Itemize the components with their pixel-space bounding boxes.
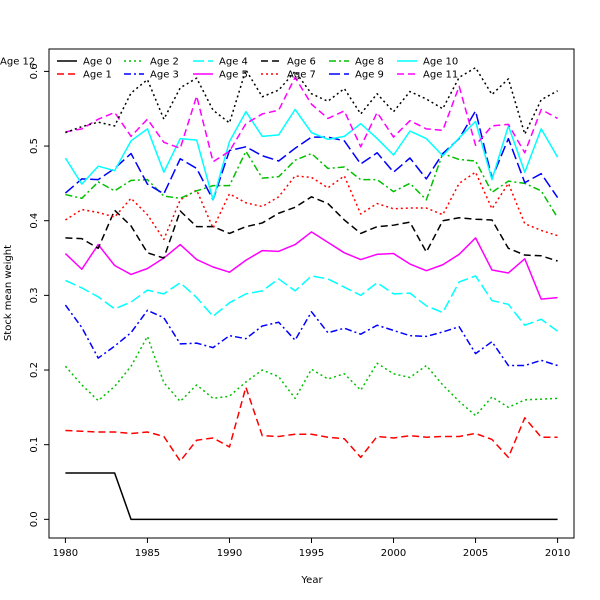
y-tick-label: 0.1 <box>29 437 40 453</box>
y-tick-label: 0.4 <box>29 213 40 229</box>
legend-item: Age 6 <box>261 57 316 68</box>
y-tick-label: 0.6 <box>29 63 40 79</box>
series-line-age-12 <box>65 66 558 135</box>
legend-item: Age 1 <box>57 70 112 81</box>
series-line-age-6 <box>65 196 558 262</box>
x-axis: 1980 1985 1990 1995 2000 2005 2010 <box>53 538 570 559</box>
legend: Age 0 Age 1 Age 2 Age 3 Age 4 Age 5 Age 6 Age 7… <box>0 57 458 81</box>
legend-item: Age 5 <box>193 70 248 81</box>
legend-item: Age 0 <box>57 57 112 68</box>
series-line-age-5 <box>64 231 558 300</box>
legend-label: Age 7 <box>287 70 316 81</box>
x-tick-label: 1990 <box>217 548 242 559</box>
legend-label: Age 11 <box>423 70 458 81</box>
x-tick-label: 1995 <box>299 548 324 559</box>
series-line-age-4 <box>65 275 559 332</box>
legend-item: Age 2 <box>124 57 179 68</box>
y-axis-label: Stock mean weight <box>3 245 14 341</box>
series-line-age-11 <box>65 76 558 163</box>
series-line-age-0 <box>65 472 558 521</box>
legend-item: Age 12 <box>0 57 35 68</box>
y-tick-label: 0.2 <box>29 362 40 378</box>
legend-item: Age 4 <box>193 57 248 68</box>
legend-item: Age 7 <box>261 70 316 81</box>
series-line-age-1 <box>65 386 558 462</box>
x-tick-label: 2010 <box>545 548 570 559</box>
y-tick-label: 0.0 <box>29 511 40 527</box>
legend-label: Age 8 <box>355 57 384 68</box>
legend-label: Age 10 <box>423 57 458 68</box>
legend-label: Age 4 <box>219 57 248 68</box>
legend-label: Age 1 <box>83 70 112 81</box>
series-line-age-10 <box>64 108 559 201</box>
legend-label: Age 2 <box>150 57 179 68</box>
series-line-age-8 <box>65 150 559 219</box>
legend-item: Age 10 <box>397 57 458 68</box>
legend-label: Age 6 <box>287 57 316 68</box>
x-tick-label: 1980 <box>53 548 78 559</box>
legend-item: Age 8 <box>329 57 384 68</box>
series-line-age-3 <box>64 304 558 367</box>
legend-item: Age 11 <box>397 70 458 81</box>
y-axis: 0.0 0.1 0.2 0.3 0.4 0.5 0.6 <box>29 63 49 527</box>
legend-item: Age 9 <box>329 70 384 81</box>
x-tick-label: 2000 <box>381 548 406 559</box>
x-tick-label: 1985 <box>135 548 160 559</box>
legend-label: Age 9 <box>355 70 384 81</box>
legend-label: Age 3 <box>150 70 179 81</box>
x-tick-label: 2005 <box>463 548 488 559</box>
x-axis-label: Year <box>300 575 323 586</box>
series-layer <box>64 66 559 521</box>
legend-label: Age 0 <box>83 57 112 68</box>
y-tick-label: 0.5 <box>29 138 40 154</box>
legend-item: Age 3 <box>124 70 179 81</box>
series-line-age-9 <box>64 110 559 201</box>
y-tick-label: 0.3 <box>29 287 40 303</box>
legend-label: Age 5 <box>219 70 248 81</box>
series-line-age-7 <box>65 171 558 241</box>
legend-label: Age 12 <box>0 57 35 68</box>
